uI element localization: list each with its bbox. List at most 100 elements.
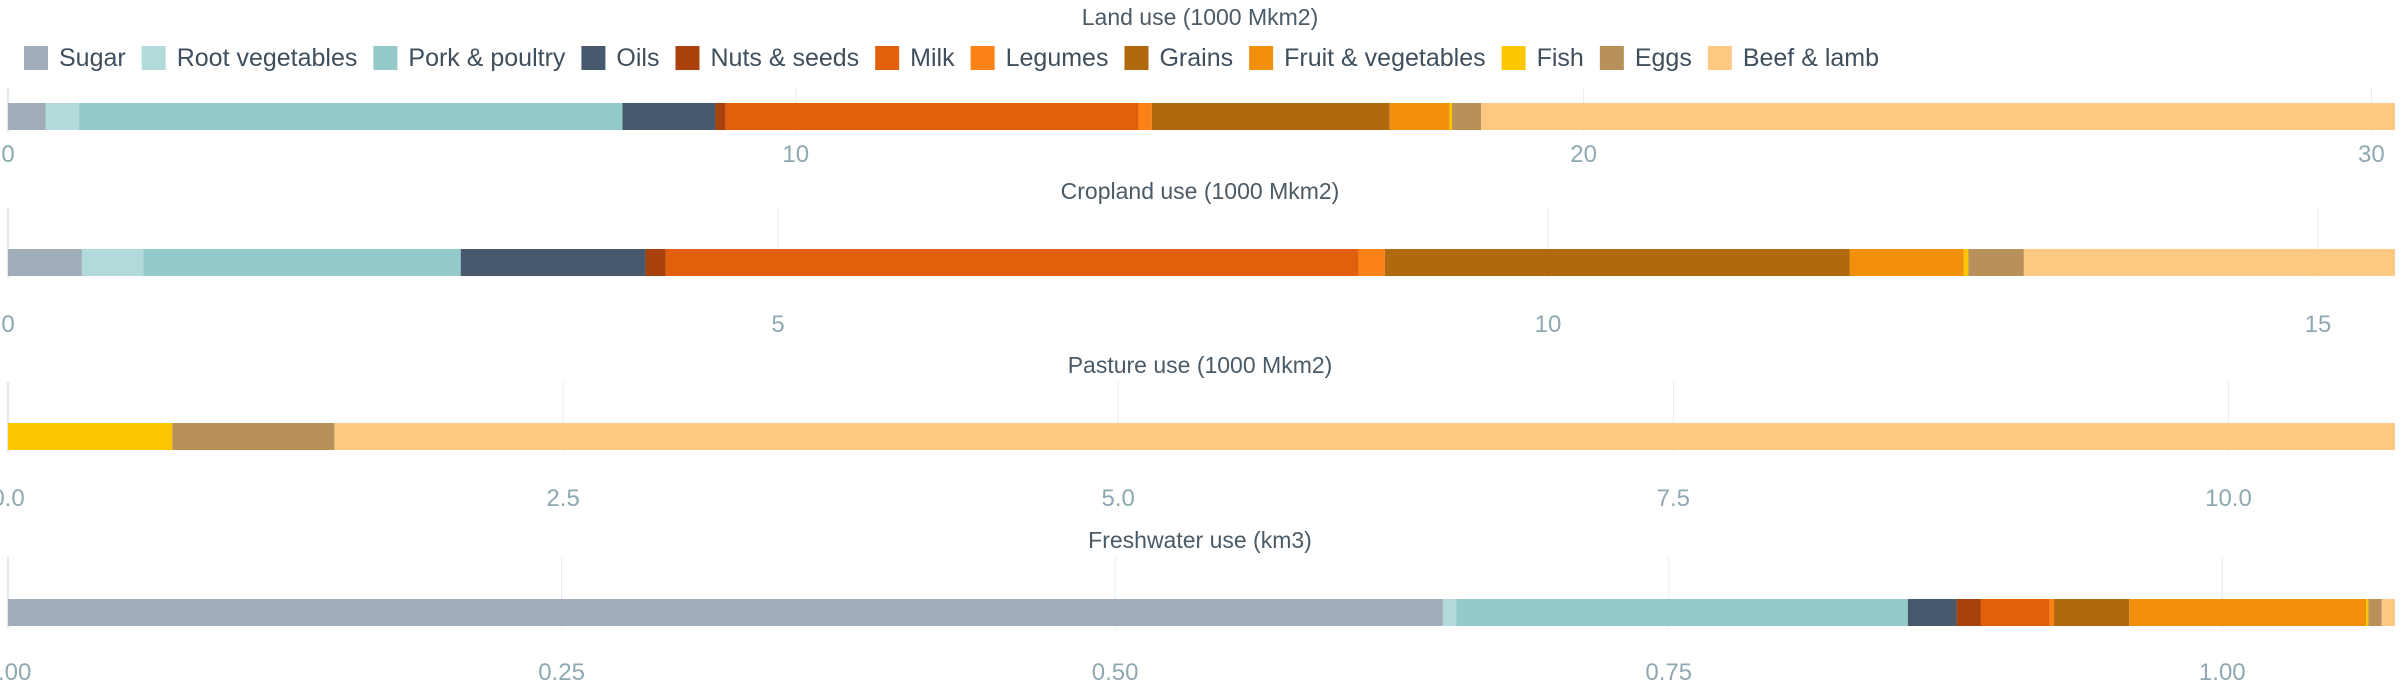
tick-label: 5 <box>771 311 784 338</box>
legend-label: Nuts & seeds <box>710 44 859 72</box>
legend-item[interactable]: Root vegetables <box>141 44 358 72</box>
bar-segment <box>645 249 666 276</box>
bar-segment <box>2129 599 2367 626</box>
chart-panels: Land use (1000 Mkm2) 0 10 20 30 Cropland use … <box>0 4 2395 686</box>
legend-label: Root vegetables <box>177 44 358 72</box>
legend-label: Fish <box>1537 44 1584 72</box>
bar-segment <box>8 249 82 276</box>
bar-segment <box>1907 599 1957 626</box>
tick-label: 0.50 <box>1092 659 1139 686</box>
bar-segment <box>1980 599 2050 626</box>
legend-label: Milk <box>910 44 955 72</box>
bar-segment <box>2049 599 2054 626</box>
legend-swatch <box>581 46 606 70</box>
legend-swatch <box>675 46 700 70</box>
tick-label: 1.00 <box>2199 659 2246 686</box>
legend-swatch <box>24 46 48 70</box>
bar-segment <box>1968 249 2024 276</box>
bar-segment <box>1452 103 1482 130</box>
bar-segment <box>2054 599 2130 626</box>
legend-item[interactable]: Nuts & seeds <box>675 44 859 72</box>
tick-label: 0.00 <box>0 659 31 686</box>
chart-panel: Freshwater use (km3) 0.00 0.25 0.50 0.75 1.00 <box>0 527 2395 686</box>
panel-title: Freshwater use (km3) <box>1088 527 1312 553</box>
tick-label: 0 <box>1 141 14 168</box>
bar-segment <box>1389 103 1450 130</box>
bar-segment <box>8 423 173 450</box>
bar-segment <box>1481 103 2395 130</box>
bar-segment <box>78 103 623 130</box>
tick-label: 0.0 <box>0 485 25 512</box>
tick-label: 7.5 <box>1657 485 1690 512</box>
tick-label: 30 <box>2358 141 2385 168</box>
legend-swatch <box>141 46 166 70</box>
legend-label: Fruit & vegetables <box>1284 44 1486 72</box>
bar-segment <box>8 599 1443 626</box>
chart-panel: Cropland use (1000 Mkm2) 0 5 10 15 <box>1 178 2395 338</box>
tick-label: 0 <box>1 311 14 338</box>
legend-label: Legumes <box>1006 44 1109 72</box>
legend-label: Sugar <box>59 44 126 72</box>
bar-segment <box>1384 249 1850 276</box>
bar-segment <box>725 103 1139 130</box>
legend-swatch <box>1249 46 1274 70</box>
bar-segment <box>2381 599 2395 626</box>
bar-segment <box>143 249 461 276</box>
legend-label: Pork & poultry <box>408 44 566 72</box>
bar-segment <box>2366 599 2369 626</box>
legend-swatch <box>1501 46 1526 70</box>
legend-swatch <box>1599 46 1624 70</box>
legend-label: Grains <box>1159 44 1233 72</box>
panel-title: Pasture use (1000 Mkm2) <box>1068 352 1333 378</box>
legend-label: Oils <box>616 44 659 72</box>
legend-item[interactable]: Grains <box>1124 44 1233 72</box>
legend-item[interactable]: Fish <box>1501 44 1584 72</box>
tick-label: 10.0 <box>2205 485 2252 512</box>
legend-swatch <box>875 46 900 70</box>
tick-label: 0.25 <box>538 659 585 686</box>
bar-segment <box>1849 249 1964 276</box>
bar-segment <box>334 423 2395 450</box>
tick-label: 15 <box>2305 311 2332 338</box>
legend-label: Beef & lamb <box>1743 44 1879 72</box>
bar-segment <box>1442 599 1457 626</box>
legend-swatch <box>970 46 995 70</box>
legend-item[interactable]: Oils <box>581 44 659 72</box>
bar-segment <box>1456 599 1908 626</box>
legend-item[interactable]: Fruit & vegetables <box>1249 44 1486 72</box>
legend-item[interactable]: Sugar <box>24 44 126 72</box>
bar-segment <box>45 103 79 130</box>
tick-label: 0.75 <box>1645 659 1692 686</box>
bar-segment <box>1151 103 1390 130</box>
legend-item[interactable]: Eggs <box>1599 44 1692 72</box>
bar-segment <box>460 249 646 276</box>
legend-item[interactable]: Milk <box>875 44 955 72</box>
chart-panel: Pasture use (1000 Mkm2) 0.0 2.5 5.0 7.5 10.0 <box>0 352 2395 512</box>
bar-segment <box>1963 249 1969 276</box>
bar-segment <box>81 249 144 276</box>
bar-segment <box>665 249 1359 276</box>
panel-title: Land use (1000 Mkm2) <box>1082 4 1319 30</box>
legend-item[interactable]: Legumes <box>970 44 1109 72</box>
legend-label: Eggs <box>1635 44 1692 72</box>
legend-swatch <box>1707 46 1732 70</box>
tick-label: 10 <box>782 141 809 168</box>
bar-segment <box>1138 103 1152 130</box>
legend-swatch <box>373 46 398 70</box>
tick-label: 20 <box>1570 141 1597 168</box>
legend: Sugar Root vegetables Pork & poultry Oils Nu… <box>24 44 1879 72</box>
bar-segment <box>172 423 335 450</box>
bar-segment <box>1449 103 1453 130</box>
tick-label: 5.0 <box>1102 485 1135 512</box>
legend-item[interactable]: Beef & lamb <box>1707 44 1879 72</box>
legend-swatch <box>1124 46 1149 70</box>
bar-segment <box>8 103 46 130</box>
panel-title: Cropland use (1000 Mkm2) <box>1061 178 1340 204</box>
legend-item[interactable]: Pork & poultry <box>373 44 566 72</box>
bar-segment <box>2023 249 2395 276</box>
bar-segment <box>715 103 726 130</box>
bar-segment <box>1358 249 1385 276</box>
bar-segment <box>1956 599 1981 626</box>
tick-label: 10 <box>1535 311 1562 338</box>
